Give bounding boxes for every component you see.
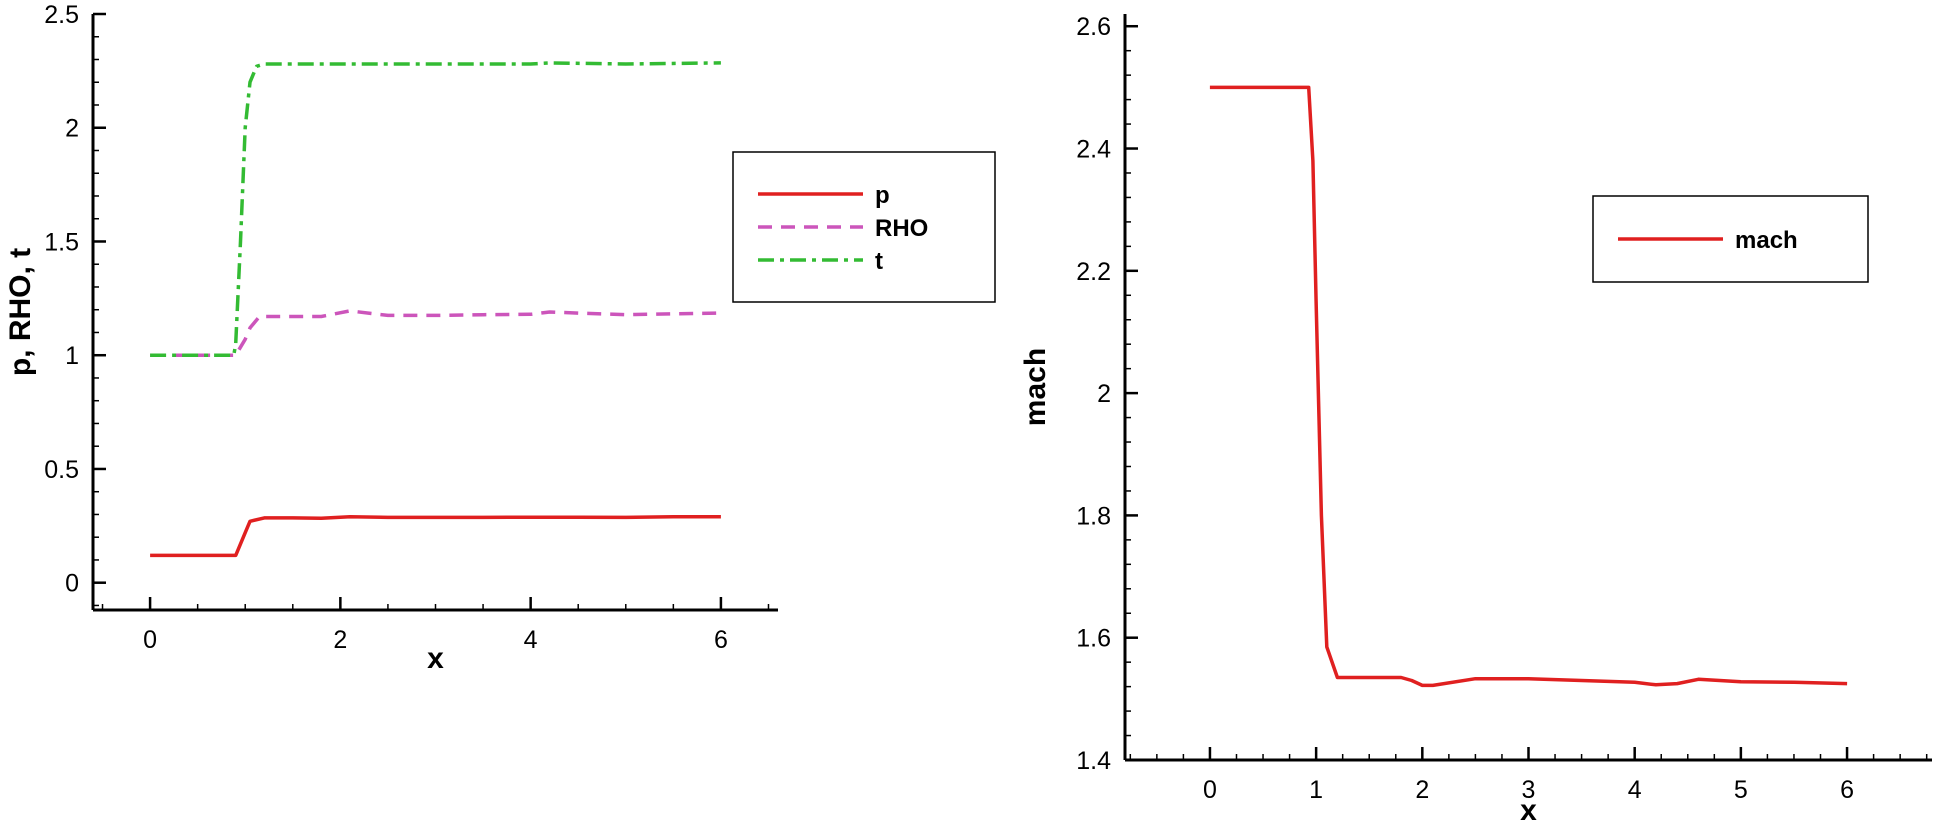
x-tick-label: 2 bbox=[1415, 776, 1429, 804]
y-tick-label: 1.8 bbox=[1076, 502, 1111, 530]
y-tick-label: 2.4 bbox=[1076, 136, 1111, 164]
x-axis-title: x bbox=[427, 642, 444, 675]
chart-2: 1.4 1.6 1.8 2 2.2 2.4 2.6 0 1 2 3 4 5 6 x mach mach bbox=[1019, 13, 1932, 827]
legend-label-mach: mach bbox=[1735, 227, 1798, 254]
legend-label-rho: RHO bbox=[875, 215, 928, 242]
x-tick-label: 3 bbox=[1522, 776, 1536, 804]
x-tick-label: 5 bbox=[1734, 776, 1748, 804]
x-tick-label: 4 bbox=[524, 626, 538, 654]
series-line-t bbox=[150, 61, 721, 357]
y-tick-label: 0.5 bbox=[44, 456, 79, 484]
legend: mach bbox=[1592, 195, 1869, 283]
series-line-mach bbox=[1209, 85, 1848, 688]
y-tick-label: 0 bbox=[65, 570, 79, 598]
series-line-p bbox=[150, 514, 721, 558]
x-tick-label: 6 bbox=[1840, 776, 1854, 804]
y-tick-label: 2.2 bbox=[1076, 258, 1111, 286]
x-tick-label: 0 bbox=[143, 626, 157, 654]
x-tick-label: 4 bbox=[1628, 776, 1642, 804]
y-tick-label: 1.5 bbox=[44, 228, 79, 256]
chart-1: 0 0.5 1 1.5 2 2.5 0 2 4 6 x p, RHO, t p RHO t bbox=[4, 1, 996, 675]
y-axis-title: p, RHO, t bbox=[4, 248, 37, 376]
x-tick-label: 2 bbox=[333, 626, 347, 654]
y-tick-label: 1.6 bbox=[1076, 625, 1111, 653]
y-tick-label: 1.4 bbox=[1076, 747, 1111, 775]
x-tick-label: 6 bbox=[714, 626, 728, 654]
series-line-rho bbox=[150, 309, 721, 357]
x-tick-label: 0 bbox=[1203, 776, 1217, 804]
x-axis-title: x bbox=[1520, 794, 1537, 827]
y-tick-label: 1 bbox=[65, 342, 79, 370]
y-tick-label: 2 bbox=[65, 115, 79, 143]
legend: p RHO t bbox=[732, 151, 996, 303]
y-tick-label: 2 bbox=[1097, 380, 1111, 408]
y-axis-title: mach bbox=[1019, 348, 1052, 426]
x-tick-label: 1 bbox=[1309, 776, 1323, 804]
legend-label-t: t bbox=[875, 248, 883, 275]
legend-box bbox=[732, 151, 996, 303]
y-tick-label: 2.5 bbox=[44, 1, 79, 29]
legend-label-p: p bbox=[875, 182, 890, 209]
y-tick-label: 2.6 bbox=[1076, 13, 1111, 41]
